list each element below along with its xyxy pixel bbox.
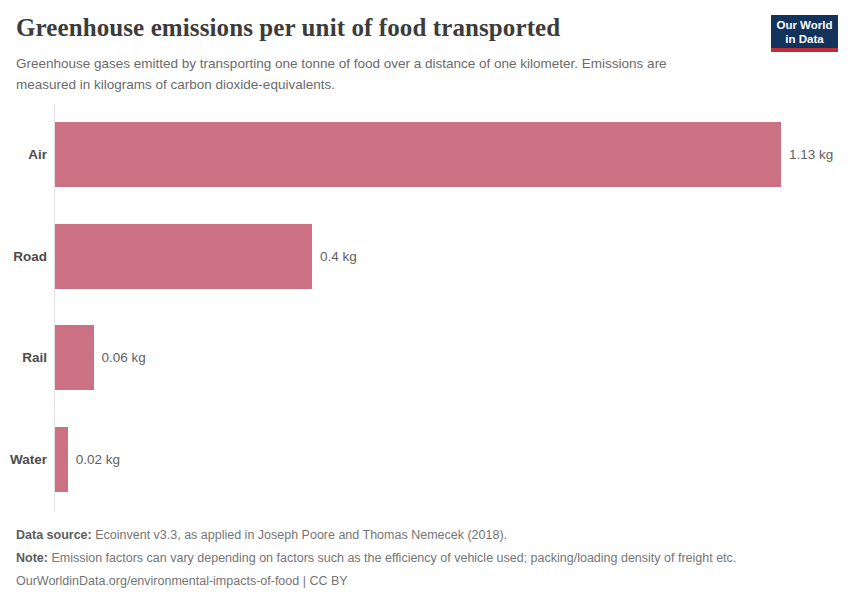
bar-row: Rail 0.06 kg	[0, 325, 850, 390]
note-text: Emission factors can vary depending on f…	[48, 551, 736, 565]
data-source-text: Ecoinvent v3.3, as applied in Joseph Poo…	[92, 528, 507, 542]
category-label: Rail	[0, 350, 47, 365]
owid-logo-text: Our World in Data	[771, 15, 838, 48]
chart-title: Greenhouse emissions per unit of food tr…	[16, 14, 560, 42]
value-label: 0.06 kg	[102, 350, 146, 365]
value-label: 0.4 kg	[320, 249, 357, 264]
bar-row: Air 1.13 kg	[0, 122, 850, 187]
owid-logo: Our World in Data	[771, 15, 838, 52]
chart-subtitle: Greenhouse gases emitted by transporting…	[16, 53, 667, 95]
bar[interactable]	[55, 122, 781, 187]
value-label: 1.13 kg	[789, 147, 833, 162]
category-label: Water	[0, 452, 47, 467]
note-line: Note: Emission factors can vary dependin…	[16, 547, 736, 570]
value-label: 0.02 kg	[76, 452, 120, 467]
chart-subtitle-line2: measured in kilograms of carbon dioxide-…	[16, 74, 667, 95]
bar[interactable]	[55, 427, 68, 492]
chart-page: Greenhouse emissions per unit of food tr…	[0, 0, 850, 600]
bar[interactable]	[55, 325, 94, 390]
category-label: Road	[0, 249, 47, 264]
category-label: Air	[0, 147, 47, 162]
data-source-line: Data source: Ecoinvent v3.3, as applied …	[16, 524, 736, 547]
bar-row: Water 0.02 kg	[0, 427, 850, 492]
chart-rows: Air 1.13 kg Road 0.4 kg Rail 0.06 kg Water 0.02…	[0, 122, 850, 492]
bar-row: Road 0.4 kg	[0, 224, 850, 289]
bar[interactable]	[55, 224, 312, 289]
note-label: Note:	[16, 551, 48, 565]
owid-logo-accent-bar	[771, 48, 838, 52]
chart-subtitle-line1: Greenhouse gases emitted by transporting…	[16, 53, 667, 74]
data-source-label: Data source:	[16, 528, 92, 542]
chart-footer: Data source: Ecoinvent v3.3, as applied …	[16, 524, 736, 593]
license-link[interactable]: OurWorldinData.org/environmental-impacts…	[16, 574, 348, 588]
